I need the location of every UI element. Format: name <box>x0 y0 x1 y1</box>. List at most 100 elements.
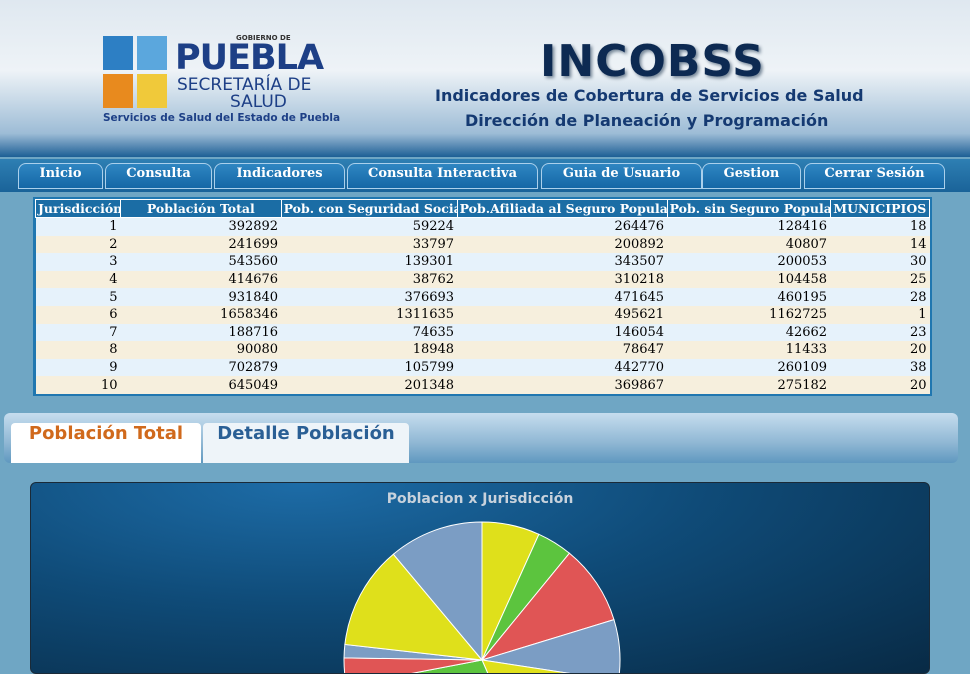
data-table: Jurisdicción Población Total Pob. con Segu… <box>33 197 932 396</box>
table-cell: 200892 <box>457 235 668 254</box>
column-header: Jurisdicción <box>35 199 121 218</box>
nav-bar: Inicio Consulta Indicadores Consulta Intera… <box>0 159 970 192</box>
table-cell: 146054 <box>457 323 668 342</box>
table-cell: 20 <box>830 341 930 359</box>
org-line: SECRETARÍA DE <box>177 75 312 95</box>
table-cell: 471645 <box>457 288 668 306</box>
chart-title: Poblacion x Jurisdicción <box>387 491 574 507</box>
table-cell: 18948 <box>281 341 458 359</box>
table-cell: 40807 <box>667 235 831 254</box>
table-row: 5 931840 376693 471645 460195 28 <box>35 288 930 306</box>
table-cell: 20 <box>830 376 930 394</box>
table-row: 1 392892 59224 264476 128416 18 <box>35 217 930 236</box>
table-cell: 260109 <box>667 358 831 377</box>
table: Jurisdicción Población Total Pob. con Segu… <box>35 199 931 394</box>
table-cell: 310218 <box>457 270 668 289</box>
column-header: Pob.Afiliada al Seguro Popular <box>456 199 668 218</box>
table-cell: 543560 <box>120 253 282 271</box>
table-cell: 4 <box>35 270 121 289</box>
nav-button[interactable]: Inicio <box>18 163 103 189</box>
table-cell: 1 <box>35 217 121 236</box>
nav-button[interactable]: Cerrar Sesión <box>804 163 945 189</box>
table-cell: 38 <box>830 358 930 377</box>
table-cell: 104458 <box>667 270 831 289</box>
table-row: 10 645049 201348 369867 275182 20 <box>35 376 930 394</box>
table-cell: 414676 <box>120 270 282 289</box>
table-cell: 128416 <box>667 217 831 236</box>
table-cell: 8 <box>35 341 121 359</box>
org-line: SALUD <box>230 92 287 112</box>
table-cell: 59224 <box>281 217 458 236</box>
pie-slice <box>481 619 621 673</box>
pie-slice <box>344 553 484 661</box>
table-cell: 9 <box>35 358 121 377</box>
column-header: Pob. con Seguridad Social <box>280 199 458 218</box>
table-cell: 23 <box>830 323 930 342</box>
tab[interactable]: Detalle Población <box>203 423 409 463</box>
table-cell: 38762 <box>281 270 458 289</box>
table-cell: 30 <box>830 253 930 271</box>
table-cell: 264476 <box>457 217 668 236</box>
table-cell: 343507 <box>457 253 668 271</box>
nav-button[interactable]: Consulta <box>105 163 212 189</box>
table-row: 6 1658346 1311635 495621 1162725 1 <box>35 305 930 324</box>
table-cell: 6 <box>35 305 121 324</box>
table-row: 4 414676 38762 310218 104458 25 <box>35 270 930 289</box>
table-cell: 42662 <box>667 323 831 342</box>
table-row: 3 543560 139301 343507 200053 30 <box>35 253 930 271</box>
table-cell: 2 <box>35 235 121 254</box>
table-cell: 201348 <box>281 376 458 394</box>
table-cell: 28 <box>830 288 930 306</box>
table-cell: 90080 <box>120 341 282 359</box>
table-cell: 275182 <box>667 376 831 394</box>
table-cell: 369867 <box>457 376 668 394</box>
org-line: GOBIERNO DE <box>236 34 291 42</box>
table-row: 7 188716 74635 146054 42662 23 <box>35 323 930 342</box>
table-row: 9 702879 105799 442770 260109 38 <box>35 358 930 377</box>
table-cell: 495621 <box>457 305 668 324</box>
table-row: 2 241699 33797 200892 40807 14 <box>35 235 930 254</box>
table-cell: 25 <box>830 270 930 289</box>
table-cell: 3 <box>35 253 121 271</box>
table-cell: 10 <box>35 376 121 394</box>
nav-button[interactable]: Indicadores <box>214 163 345 189</box>
nav-button[interactable]: Guia de Usuario <box>541 163 702 189</box>
header: GOBIERNO DE PUEBLA SECRETARÍA DE SALUD S… <box>0 0 970 157</box>
table-body: 1 392892 59224 264476 128416 18 2 241699 33797 20… <box>35 217 930 394</box>
pie-slice <box>392 521 483 662</box>
table-cell: 931840 <box>120 288 282 306</box>
nav-button[interactable]: Gestion <box>702 163 801 189</box>
table-row: 8 90080 18948 78647 11433 20 <box>35 341 930 359</box>
chart-panel: Poblacion x Jurisdicción <box>30 482 930 674</box>
table-cell: 392892 <box>120 217 282 236</box>
table-cell: 1162725 <box>667 305 831 324</box>
table-cell: 7 <box>35 323 121 342</box>
table-cell: 376693 <box>281 288 458 306</box>
table-cell: 33797 <box>281 235 458 254</box>
column-header: MUNICIPIOS <box>829 199 931 218</box>
table-cell: 14 <box>830 235 930 254</box>
pie-chart: Poblacion x Jurisdicción <box>343 491 621 673</box>
nav-button[interactable]: Consulta Interactiva <box>347 163 538 189</box>
org-tagline: Servicios de Salud del Estado de Puebla <box>103 112 341 124</box>
table-cell: 1658346 <box>120 305 282 324</box>
tab-bar: Población Total Detalle Población <box>4 413 958 463</box>
table-cell: 78647 <box>457 341 668 359</box>
org-name: PUEBLA <box>175 38 324 78</box>
table-cell: 11433 <box>667 341 831 359</box>
table-cell: 18 <box>830 217 930 236</box>
tab[interactable]: Población Total <box>11 423 201 463</box>
table-cell: 200053 <box>667 253 831 271</box>
table-cell: 1 <box>830 305 930 324</box>
table-cell: 74635 <box>281 323 458 342</box>
table-cell: 241699 <box>120 235 282 254</box>
table-cell: 1311635 <box>281 305 458 324</box>
table-cell: 702879 <box>120 358 282 377</box>
table-cell: 442770 <box>457 358 668 377</box>
app-subtitle: Dirección de Planeación y Programación <box>465 111 829 130</box>
table-cell: 139301 <box>281 253 458 271</box>
table-cell: 460195 <box>667 288 831 306</box>
app-subtitle: Indicadores de Cobertura de Servicios de… <box>435 86 864 105</box>
column-header: Pob. sin Seguro Popular <box>666 199 831 218</box>
